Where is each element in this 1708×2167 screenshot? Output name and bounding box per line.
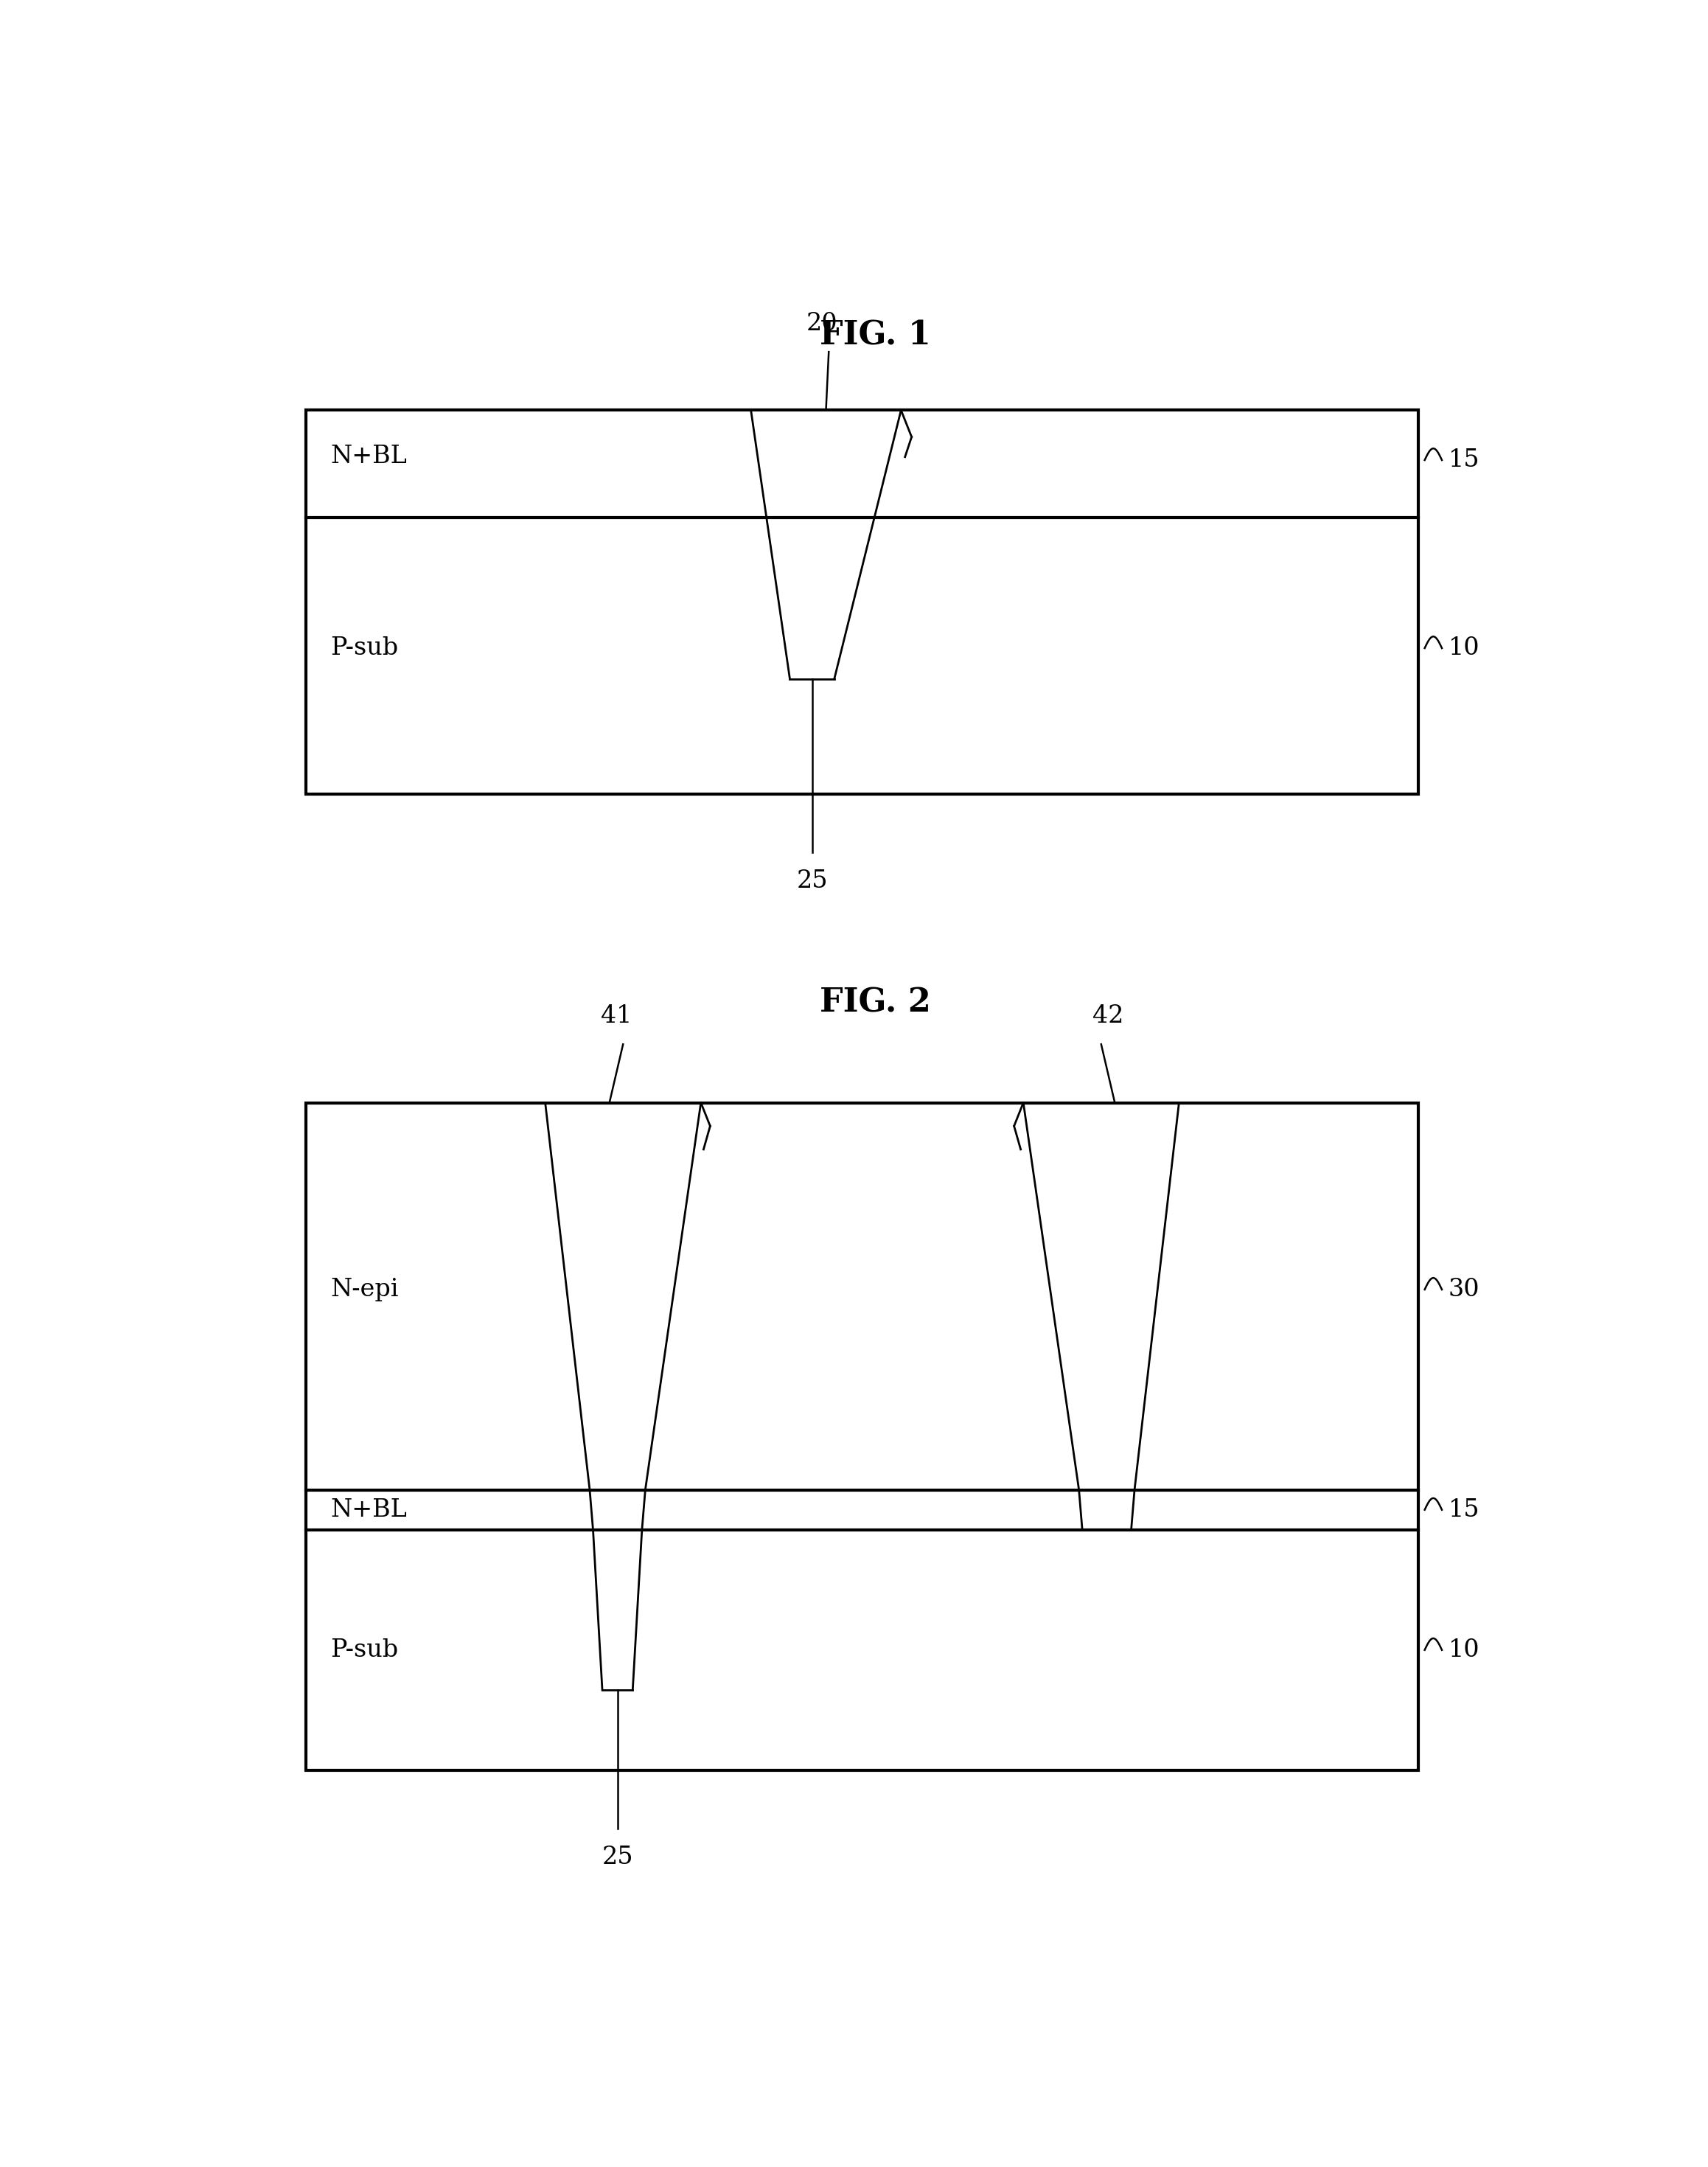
Text: 20: 20 — [806, 312, 839, 336]
Text: FIG. 2: FIG. 2 — [820, 986, 931, 1018]
Text: 15: 15 — [1448, 1497, 1479, 1521]
Text: 42: 42 — [1091, 1003, 1124, 1027]
Text: P-sub: P-sub — [331, 1638, 398, 1662]
Bar — [306, 1103, 1418, 1770]
Text: 10: 10 — [1448, 1638, 1479, 1662]
Text: 15: 15 — [1448, 449, 1479, 472]
Bar — [306, 410, 1418, 793]
Text: FIG. 1: FIG. 1 — [820, 319, 931, 351]
Text: 30: 30 — [1448, 1279, 1479, 1302]
Text: 25: 25 — [601, 1846, 634, 1868]
Text: 25: 25 — [796, 869, 828, 893]
Text: N-epi: N-epi — [331, 1279, 398, 1302]
Text: 41: 41 — [601, 1003, 632, 1027]
Text: P-sub: P-sub — [331, 637, 398, 661]
Text: N+BL: N+BL — [331, 444, 407, 468]
Text: N+BL: N+BL — [331, 1497, 407, 1521]
Text: 10: 10 — [1448, 637, 1479, 661]
